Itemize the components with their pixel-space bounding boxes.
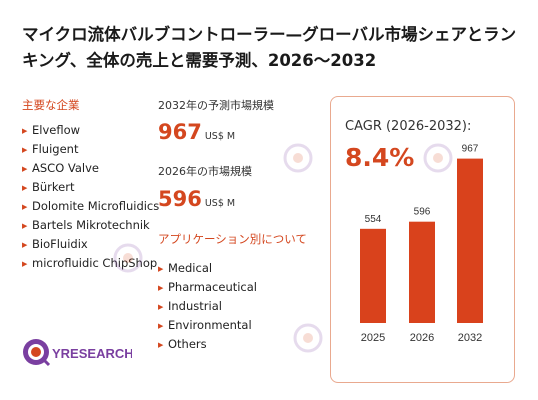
company-name: microfluidic ChipShop xyxy=(32,256,158,270)
page-title: マイクロ流体バルブコントローラー—グローバル市場シェアとランキング、全体の売上と… xyxy=(22,25,517,70)
cagr-label: CAGR (2026-2032): xyxy=(345,119,472,134)
forecast-value-number: 967 xyxy=(158,120,202,144)
bullet-arrow-icon: ▶ xyxy=(158,284,164,292)
watermark-icon xyxy=(113,243,143,273)
svg-text:YRESEARCH: YRESEARCH xyxy=(52,346,132,361)
company-item: ▶ Bartels Mikrotechnik xyxy=(22,217,172,233)
company-item: ▶ Fluigent xyxy=(22,141,172,157)
x-tick-label: 2032 xyxy=(458,332,482,344)
company-name: Bürkert xyxy=(32,180,75,194)
company-item: ▶ BioFluidix xyxy=(22,236,172,252)
forecast-size-value: 967 US$ M xyxy=(158,120,235,144)
application-item: ▶ Environmental xyxy=(158,317,257,333)
cagr-card: CAGR (2026-2032): 8.4% 554 2025 596 2026 967… xyxy=(330,96,515,383)
bullet-arrow-icon: ▶ xyxy=(158,303,164,311)
company-item: ▶ microfluidic ChipShop xyxy=(22,255,172,271)
bullet-arrow-icon: ▶ xyxy=(22,146,28,154)
company-name: Bartels Mikrotechnik xyxy=(32,218,150,232)
bar-value-label: 554 xyxy=(365,214,382,225)
bullet-arrow-icon: ▶ xyxy=(22,165,28,173)
bar-2026 xyxy=(409,221,435,323)
watermark-icon xyxy=(423,143,453,173)
applications-heading: アプリケーション別について xyxy=(158,232,307,246)
company-list: ▶ Elveflow ▶ Fluigent ▶ ASCO Valve ▶ Bürkert ▶ Do… xyxy=(22,122,172,274)
company-item: ▶ Elveflow xyxy=(22,122,172,138)
bullet-arrow-icon: ▶ xyxy=(158,265,164,273)
current-size-value: 596 US$ M xyxy=(158,187,235,211)
bullet-arrow-icon: ▶ xyxy=(158,322,164,330)
application-name: Environmental xyxy=(168,318,252,332)
company-item: ▶ Dolomite Microfluidics xyxy=(22,198,172,214)
market-size-bar-chart: 554 2025 596 2026 967 2032 xyxy=(360,144,483,344)
application-item: ▶ Others xyxy=(158,336,257,352)
company-name: Dolomite Microfluidics xyxy=(32,199,160,213)
bullet-arrow-icon: ▶ xyxy=(22,127,28,135)
current-value-unit: US$ M xyxy=(204,198,236,209)
company-name: Elveflow xyxy=(32,123,81,137)
forecast-value-unit: US$ M xyxy=(204,131,236,142)
watermark-icon xyxy=(283,143,313,173)
cagr-value: 8.4% xyxy=(345,143,415,172)
qyresearch-logo: YRESEARCH xyxy=(22,336,134,372)
forecast-size-label: 2032年の予測市場規模 xyxy=(158,99,274,112)
company-item: ▶ Bürkert xyxy=(22,179,172,195)
company-name: Fluigent xyxy=(32,142,79,156)
bar-2032 xyxy=(457,158,483,323)
application-name: Others xyxy=(168,337,207,351)
application-item: ▶ Medical xyxy=(158,260,257,276)
application-name: Pharmaceutical xyxy=(168,280,258,294)
bullet-arrow-icon: ▶ xyxy=(22,203,28,211)
bullet-arrow-icon: ▶ xyxy=(22,260,28,268)
bar-value-label: 967 xyxy=(462,144,479,155)
application-name: Industrial xyxy=(168,299,222,313)
logo-graphic: YRESEARCH xyxy=(23,339,134,367)
bar-value-label: 596 xyxy=(414,207,431,218)
company-name: BioFluidix xyxy=(32,237,88,251)
current-size-label: 2026年の市場規模 xyxy=(158,165,252,178)
x-tick-label: 2026 xyxy=(410,332,434,344)
current-value-number: 596 xyxy=(158,187,202,211)
companies-heading: 主要な企業 xyxy=(22,98,80,112)
x-tick-label: 2025 xyxy=(361,332,385,344)
bullet-arrow-icon: ▶ xyxy=(158,341,164,349)
application-item: ▶ Pharmaceutical xyxy=(158,279,257,295)
bullet-arrow-icon: ▶ xyxy=(22,241,28,249)
application-name: Medical xyxy=(168,261,213,275)
company-item: ▶ ASCO Valve xyxy=(22,160,172,176)
bar-2025 xyxy=(360,228,386,323)
application-list: ▶ Medical ▶ Pharmaceutical ▶ Industrial ▶ Envir… xyxy=(158,260,257,355)
bullet-arrow-icon: ▶ xyxy=(22,222,28,230)
company-name: ASCO Valve xyxy=(32,161,100,175)
watermark-icon xyxy=(293,323,323,353)
application-item: ▶ Industrial xyxy=(158,298,257,314)
bullet-arrow-icon: ▶ xyxy=(22,184,28,192)
